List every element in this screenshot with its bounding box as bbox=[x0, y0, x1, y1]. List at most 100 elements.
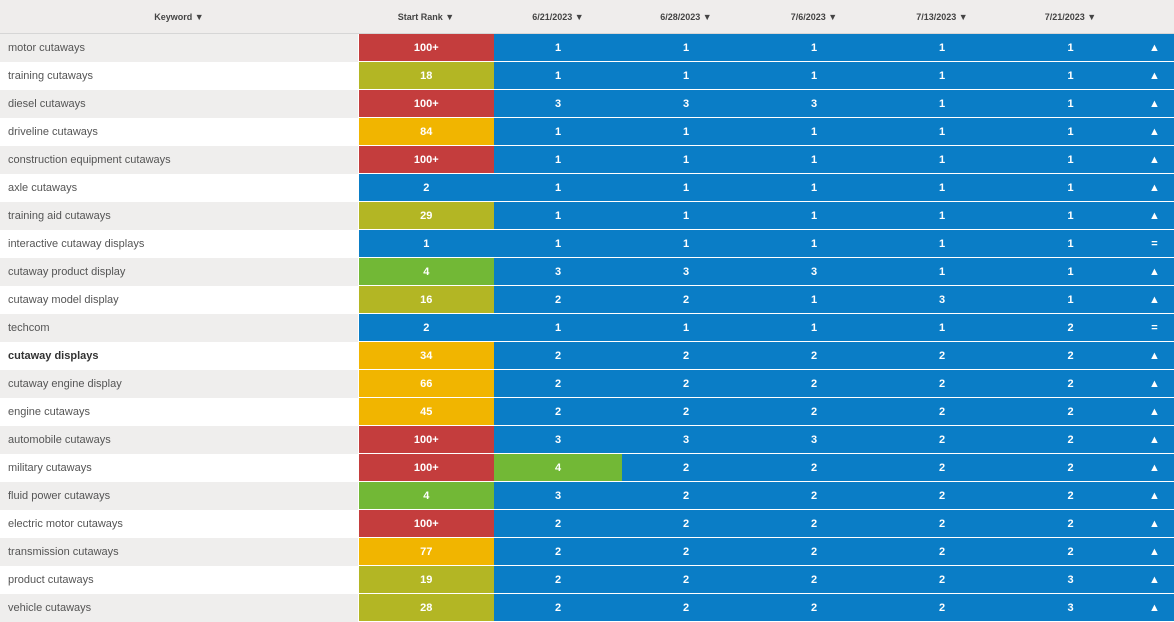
table-row[interactable]: driveline cutaways 84 1 1 1 1 1 ▲ bbox=[0, 117, 1174, 146]
column-header-date-5[interactable]: 7/21/2023 ▼ bbox=[1006, 0, 1135, 34]
rank-cell-date-3: 2 bbox=[750, 481, 878, 510]
rank-cell-date-5: 3 bbox=[1006, 593, 1135, 622]
rank-cell-date-5: 1 bbox=[1006, 89, 1135, 118]
rank-cell-date-2: 2 bbox=[622, 481, 750, 510]
rank-cell-date-1: 4 bbox=[494, 453, 622, 482]
rank-cell-date-2: 2 bbox=[622, 453, 750, 482]
keyword-cell: automobile cutaways bbox=[0, 425, 358, 454]
trend-up-icon: ▲ bbox=[1135, 145, 1174, 174]
rank-cell-date-2: 3 bbox=[622, 425, 750, 454]
rank-cell-date-4: 1 bbox=[878, 257, 1006, 286]
rank-cell-date-5: 1 bbox=[1006, 145, 1135, 174]
trend-up-icon: ▲ bbox=[1135, 481, 1174, 510]
column-header-keyword[interactable]: Keyword ▼ bbox=[0, 0, 358, 34]
keyword-cell: training aid cutaways bbox=[0, 201, 358, 230]
start-rank-cell: 100+ bbox=[357, 145, 494, 174]
rank-cell-date-2: 2 bbox=[622, 397, 750, 426]
column-header-date-4[interactable]: 7/13/2023 ▼ bbox=[878, 0, 1006, 34]
start-rank-cell: 2 bbox=[357, 173, 494, 202]
table-row[interactable]: fluid power cutaways 4 3 2 2 2 2 ▲ bbox=[0, 481, 1174, 510]
rank-cell-date-2: 1 bbox=[622, 145, 750, 174]
rank-cell-date-1: 1 bbox=[494, 201, 622, 230]
start-rank-cell: 77 bbox=[357, 537, 494, 566]
table-row[interactable]: interactive cutaway displays 1 1 1 1 1 1 = bbox=[0, 229, 1174, 258]
rank-cell-date-4: 2 bbox=[878, 425, 1006, 454]
start-rank-cell: 100+ bbox=[357, 453, 494, 482]
column-header-date-1[interactable]: 6/21/2023 ▼ bbox=[494, 0, 622, 34]
rank-cell-date-3: 1 bbox=[750, 173, 878, 202]
rank-cell-date-5: 2 bbox=[1006, 425, 1135, 454]
table-row[interactable]: cutaway model display 16 2 2 1 3 1 ▲ bbox=[0, 285, 1174, 314]
table-row[interactable]: training cutaways 18 1 1 1 1 1 ▲ bbox=[0, 61, 1174, 90]
rank-cell-date-2: 1 bbox=[622, 313, 750, 342]
rank-cell-date-2: 1 bbox=[622, 117, 750, 146]
rank-cell-date-4: 1 bbox=[878, 117, 1006, 146]
table-row[interactable]: training aid cutaways 29 1 1 1 1 1 ▲ bbox=[0, 201, 1174, 230]
rank-cell-date-3: 1 bbox=[750, 229, 878, 258]
start-rank-cell: 18 bbox=[357, 61, 494, 90]
table-row[interactable]: cutaway engine display 66 2 2 2 2 2 ▲ bbox=[0, 369, 1174, 398]
rank-cell-date-1: 1 bbox=[494, 173, 622, 202]
rank-cell-date-1: 2 bbox=[494, 537, 622, 566]
keyword-cell: diesel cutaways bbox=[0, 89, 358, 118]
table-row[interactable]: construction equipment cutaways 100+ 1 1 1 1 1… bbox=[0, 145, 1174, 174]
rank-cell-date-5: 2 bbox=[1006, 453, 1135, 482]
rank-cell-date-3: 2 bbox=[750, 397, 878, 426]
start-rank-cell: 100+ bbox=[357, 89, 494, 118]
start-rank-cell: 1 bbox=[357, 229, 494, 258]
rank-cell-date-3: 1 bbox=[750, 313, 878, 342]
rank-cell-date-5: 1 bbox=[1006, 61, 1135, 90]
trend-up-icon: ▲ bbox=[1135, 61, 1174, 90]
table-row[interactable]: vehicle cutaways 28 2 2 2 2 3 ▲ bbox=[0, 593, 1174, 622]
table-row[interactable]: transmission cutaways 77 2 2 2 2 2 ▲ bbox=[0, 537, 1174, 566]
table-row[interactable]: axle cutaways 2 1 1 1 1 1 ▲ bbox=[0, 173, 1174, 202]
table-row[interactable]: motor cutaways 100+ 1 1 1 1 1 ▲ bbox=[0, 33, 1174, 62]
table-row[interactable]: engine cutaways 45 2 2 2 2 2 ▲ bbox=[0, 397, 1174, 426]
rank-cell-date-3: 1 bbox=[750, 201, 878, 230]
keyword-cell: cutaway product display bbox=[0, 257, 358, 286]
trend-unchanged-icon: = bbox=[1135, 313, 1174, 342]
keyword-cell: transmission cutaways bbox=[0, 537, 358, 566]
keyword-cell: techcom bbox=[0, 313, 358, 342]
table-header: Keyword ▼ Start Rank ▼ 6/21/2023 ▼ 6/28/… bbox=[0, 0, 1174, 34]
table-row[interactable]: electric motor cutaways 100+ 2 2 2 2 2 ▲ bbox=[0, 509, 1174, 538]
table-row[interactable]: cutaway displays 34 2 2 2 2 2 ▲ bbox=[0, 341, 1174, 370]
table-row[interactable]: military cutaways 100+ 4 2 2 2 2 ▲ bbox=[0, 453, 1174, 482]
rank-cell-date-3: 3 bbox=[750, 89, 878, 118]
rank-cell-date-5: 1 bbox=[1006, 173, 1135, 202]
start-rank-cell: 66 bbox=[357, 369, 494, 398]
rank-cell-date-2: 2 bbox=[622, 565, 750, 594]
keyword-cell: engine cutaways bbox=[0, 397, 358, 426]
table-row[interactable]: techcom 2 1 1 1 1 2 = bbox=[0, 313, 1174, 342]
rank-cell-date-1: 1 bbox=[494, 313, 622, 342]
rank-cell-date-1: 3 bbox=[494, 257, 622, 286]
keyword-cell: cutaway displays bbox=[0, 341, 358, 370]
table-row[interactable]: diesel cutaways 100+ 3 3 3 1 1 ▲ bbox=[0, 89, 1174, 118]
rank-cell-date-2: 2 bbox=[622, 285, 750, 314]
rank-cell-date-3: 3 bbox=[750, 257, 878, 286]
rank-cell-date-1: 1 bbox=[494, 33, 622, 62]
rank-cell-date-3: 1 bbox=[750, 117, 878, 146]
rank-cell-date-5: 1 bbox=[1006, 285, 1135, 314]
table-row[interactable]: automobile cutaways 100+ 3 3 3 2 2 ▲ bbox=[0, 425, 1174, 454]
rank-cell-date-4: 2 bbox=[878, 481, 1006, 510]
rank-cell-date-5: 2 bbox=[1006, 481, 1135, 510]
rank-cell-date-1: 2 bbox=[494, 509, 622, 538]
table-row[interactable]: cutaway product display 4 3 3 3 1 1 ▲ bbox=[0, 257, 1174, 286]
start-rank-cell: 2 bbox=[357, 313, 494, 342]
start-rank-cell: 45 bbox=[357, 397, 494, 426]
rank-cell-date-3: 1 bbox=[750, 145, 878, 174]
start-rank-cell: 19 bbox=[357, 565, 494, 594]
column-header-date-2[interactable]: 6/28/2023 ▼ bbox=[622, 0, 750, 34]
trend-up-icon: ▲ bbox=[1135, 565, 1174, 594]
keyword-cell: product cutaways bbox=[0, 565, 358, 594]
table-body: motor cutaways 100+ 1 1 1 1 1 ▲ training cutaway… bbox=[0, 33, 1174, 622]
column-header-start-rank[interactable]: Start Rank ▼ bbox=[358, 0, 494, 34]
keyword-cell: military cutaways bbox=[0, 453, 358, 482]
rank-cell-date-4: 3 bbox=[878, 285, 1006, 314]
table-row[interactable]: product cutaways 19 2 2 2 2 3 ▲ bbox=[0, 565, 1174, 594]
rank-cell-date-3: 1 bbox=[750, 33, 878, 62]
column-header-date-3[interactable]: 7/6/2023 ▼ bbox=[750, 0, 878, 34]
rank-cell-date-3: 1 bbox=[750, 285, 878, 314]
